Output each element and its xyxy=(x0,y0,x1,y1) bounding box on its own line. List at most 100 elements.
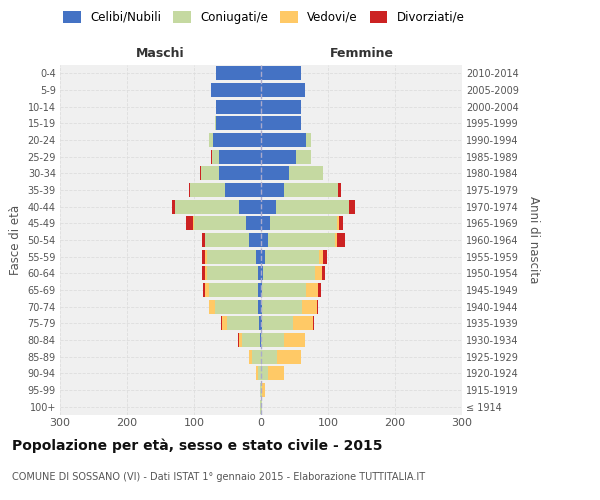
Bar xyxy=(256,250,261,264)
Bar xyxy=(261,333,284,347)
Bar xyxy=(261,283,262,297)
Bar xyxy=(186,216,193,230)
Bar xyxy=(261,83,305,97)
Bar xyxy=(319,250,323,264)
Bar xyxy=(306,283,318,297)
Bar xyxy=(249,350,252,364)
Bar xyxy=(263,266,315,280)
Bar xyxy=(302,300,317,314)
Bar xyxy=(261,316,262,330)
Bar xyxy=(257,366,261,380)
Bar xyxy=(216,100,261,114)
Y-axis label: Anni di nascita: Anni di nascita xyxy=(527,196,541,284)
Bar xyxy=(262,383,265,397)
Bar xyxy=(205,250,207,264)
Bar xyxy=(194,216,246,230)
Bar xyxy=(205,233,249,247)
Bar xyxy=(261,166,289,180)
Bar xyxy=(335,233,337,247)
Bar xyxy=(276,200,349,214)
Bar xyxy=(190,183,226,197)
Bar xyxy=(242,333,260,347)
Bar xyxy=(261,100,301,114)
Bar xyxy=(306,133,311,147)
Bar xyxy=(209,300,215,314)
Bar xyxy=(215,300,259,314)
Bar xyxy=(261,300,262,314)
Bar xyxy=(323,250,328,264)
Bar xyxy=(338,183,341,197)
Bar xyxy=(261,350,277,364)
Bar xyxy=(193,216,194,230)
Text: Femmine: Femmine xyxy=(329,47,394,60)
Bar xyxy=(268,233,335,247)
Bar xyxy=(261,383,262,397)
Bar xyxy=(268,366,284,380)
Bar xyxy=(205,283,209,297)
Bar xyxy=(202,250,205,264)
Bar xyxy=(209,283,257,297)
Bar xyxy=(337,233,345,247)
Bar xyxy=(188,183,190,197)
Bar xyxy=(216,116,261,130)
Bar xyxy=(261,366,268,380)
Bar xyxy=(339,216,343,230)
Bar xyxy=(222,316,227,330)
Bar xyxy=(293,316,313,330)
Bar xyxy=(261,200,276,214)
Bar xyxy=(261,66,301,80)
Bar xyxy=(202,233,205,247)
Bar xyxy=(262,300,302,314)
Bar xyxy=(213,133,261,147)
Bar xyxy=(257,283,261,297)
Bar xyxy=(203,283,205,297)
Bar xyxy=(256,366,257,380)
Bar xyxy=(246,216,261,230)
Bar xyxy=(261,116,301,130)
Bar xyxy=(262,283,306,297)
Bar xyxy=(209,133,213,147)
Bar xyxy=(349,200,355,214)
Bar xyxy=(200,166,219,180)
Bar xyxy=(220,150,261,164)
Bar xyxy=(175,200,239,214)
Bar xyxy=(219,166,261,180)
Bar xyxy=(337,216,339,230)
Bar xyxy=(207,266,257,280)
Bar xyxy=(257,266,261,280)
Bar xyxy=(252,350,261,364)
Text: COMUNE DI SOSSANO (VI) - Dati ISTAT 1° gennaio 2015 - Elaborazione TUTTITALIA.IT: COMUNE DI SOSSANO (VI) - Dati ISTAT 1° g… xyxy=(12,472,425,482)
Bar xyxy=(260,383,261,397)
Bar xyxy=(211,83,261,97)
Bar xyxy=(249,233,261,247)
Bar xyxy=(211,150,212,164)
Bar xyxy=(289,166,323,180)
Bar xyxy=(260,400,261,414)
Bar xyxy=(260,333,261,347)
Bar xyxy=(261,150,296,164)
Y-axis label: Fasce di età: Fasce di età xyxy=(9,205,22,275)
Bar xyxy=(318,283,322,297)
Bar xyxy=(202,266,205,280)
Bar xyxy=(227,316,259,330)
Bar xyxy=(261,183,284,197)
Bar xyxy=(322,266,325,280)
Bar xyxy=(215,116,216,130)
Bar xyxy=(212,150,220,164)
Bar xyxy=(261,233,268,247)
Bar xyxy=(259,316,261,330)
Bar xyxy=(226,183,261,197)
Bar xyxy=(296,150,311,164)
Bar xyxy=(317,300,318,314)
Bar xyxy=(207,250,256,264)
Text: Popolazione per età, sesso e stato civile - 2015: Popolazione per età, sesso e stato civil… xyxy=(12,438,383,453)
Bar xyxy=(259,300,261,314)
Bar xyxy=(261,133,306,147)
Bar xyxy=(221,316,222,330)
Bar xyxy=(262,316,293,330)
Bar xyxy=(239,333,242,347)
Text: Maschi: Maschi xyxy=(136,47,185,60)
Bar xyxy=(172,200,175,214)
Bar xyxy=(261,400,262,414)
Bar xyxy=(239,200,261,214)
